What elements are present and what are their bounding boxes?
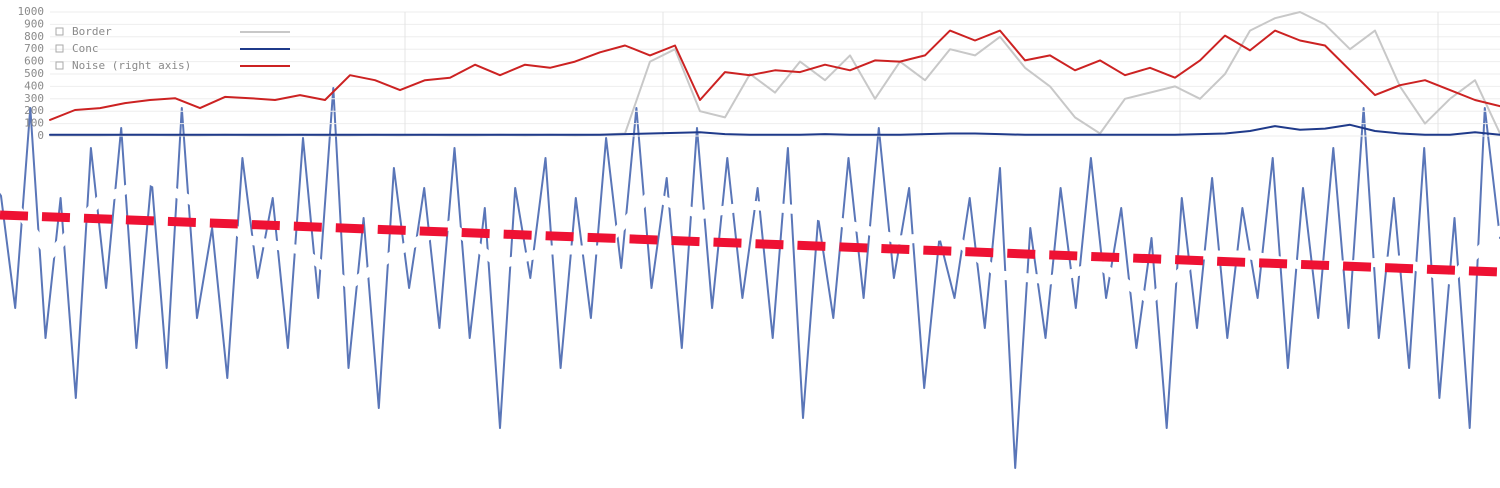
y-tick-label: 600: [24, 55, 44, 68]
y-tick-label: 200: [24, 104, 44, 117]
y-tick-label: 300: [24, 92, 44, 105]
series-line: [0, 175, 1500, 305]
series-line: [0, 87, 1500, 469]
y-tick-label: 1000: [18, 5, 45, 18]
series-line: [49, 123, 1500, 136]
legend-label: Conc: [72, 42, 99, 55]
legend-box: [55, 44, 64, 53]
legend-box: [55, 61, 64, 70]
y-tick-label: 400: [24, 79, 44, 92]
legend-label: Noise (right axis): [72, 59, 191, 72]
y-tick-label: 100: [24, 117, 44, 130]
y-tick-label: 0: [37, 129, 44, 142]
series-line: [49, 29, 1500, 121]
y-tick-label: 500: [24, 67, 44, 80]
y-tick-label: 900: [24, 17, 44, 30]
legend-box: [55, 27, 64, 36]
y-tick-label: 700: [24, 42, 44, 55]
legend-label: Border: [72, 25, 112, 38]
y-tick-label: 800: [24, 30, 44, 43]
